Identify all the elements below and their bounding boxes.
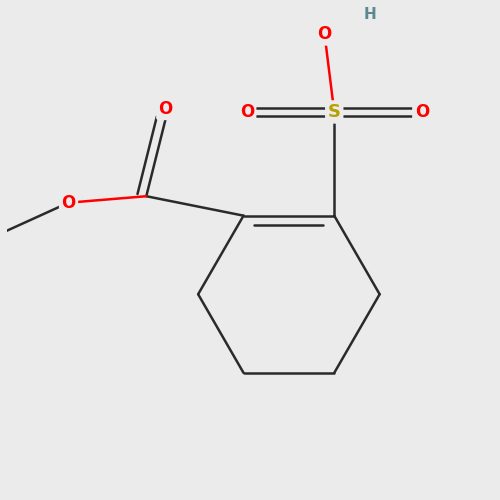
Text: O: O xyxy=(414,103,429,121)
Text: O: O xyxy=(62,194,76,212)
Text: S: S xyxy=(328,103,341,121)
Text: O: O xyxy=(158,100,173,117)
Text: O: O xyxy=(240,103,254,121)
Text: H: H xyxy=(364,7,376,22)
Text: O: O xyxy=(318,25,332,43)
